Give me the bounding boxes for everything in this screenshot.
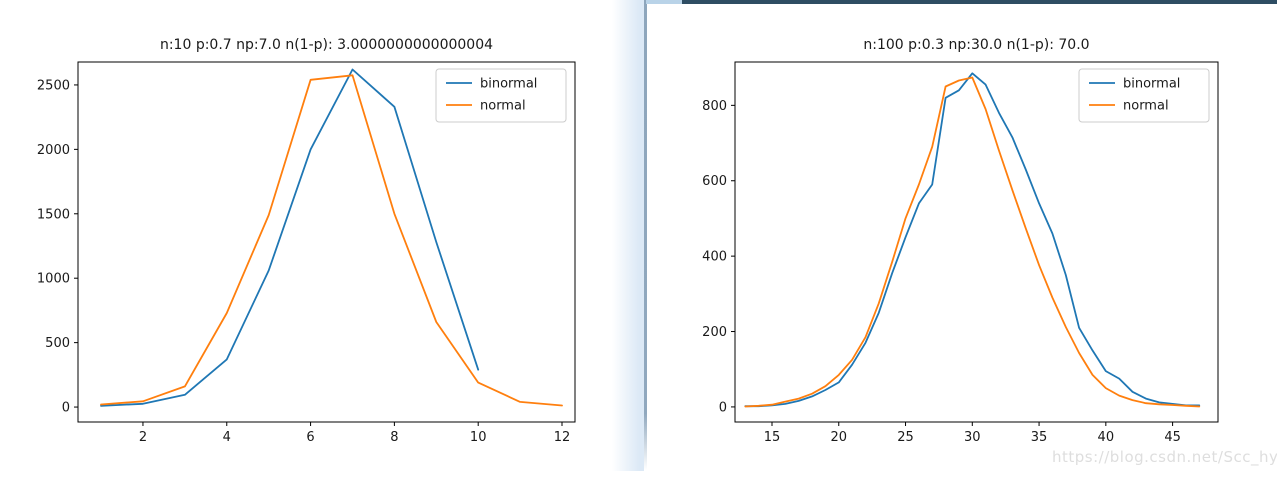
right-chart-title: n:100 p:0.3 np:30.0 n(1-p): 70.0 [863, 37, 1090, 53]
legend-label-binormal: binormal [480, 77, 537, 92]
x-tick-label: 30 [964, 430, 981, 445]
x-tick-label: 25 [897, 430, 914, 445]
top-border-strip-light [646, 0, 682, 4]
y-tick-label: 2500 [37, 78, 70, 93]
left-chart-canvas: 2 4 6 8 10 12 0 500 1000 1500 2000 2500 binormal norm… [37, 61, 576, 445]
x-tick-label: 20 [830, 430, 847, 445]
x-tick-label: 12 [554, 430, 571, 445]
y-tick-label: 0 [719, 400, 727, 415]
x-tick-label: 8 [390, 430, 398, 445]
plot-spines [77, 61, 576, 423]
x-tick-label: 35 [1031, 430, 1048, 445]
x-tick-label: 40 [1098, 430, 1115, 445]
y-tick-label: 0 [62, 401, 70, 416]
x-tick-label: 15 [764, 430, 781, 445]
y-tick-label: 1500 [37, 207, 70, 222]
legend-label-binormal: binormal [1123, 77, 1180, 92]
legend-label-normal: normal [480, 99, 526, 114]
y-tick-label: 200 [702, 325, 727, 340]
x-tick-label: 45 [1164, 430, 1181, 445]
y-tick-label: 1000 [37, 272, 70, 287]
series-line-binormal [100, 68, 480, 407]
y-tick-label: 2000 [37, 143, 70, 158]
series-line-binormal [744, 72, 1201, 408]
y-tick-label: 600 [702, 174, 727, 189]
watermark-text: https://blog.csdn.net/Scc_hy [1052, 448, 1277, 466]
window-divider [644, 0, 647, 470]
x-tick-label: 4 [223, 430, 231, 445]
y-tick-label: 500 [45, 336, 70, 351]
legend-label-normal: normal [1123, 99, 1169, 114]
x-tick-label: 2 [139, 430, 147, 445]
series-line-normal [100, 74, 563, 407]
series-line-normal [744, 76, 1201, 408]
top-border-strip-dark [682, 0, 1277, 4]
plot-spines [734, 61, 1219, 423]
left-chart-title: n:10 p:0.7 np:7.0 n(1-p): 3.000000000000… [159, 37, 494, 53]
x-tick-label: 6 [306, 430, 314, 445]
x-tick-label: 10 [470, 430, 487, 445]
right-chart-canvas: 15 20 25 30 35 40 45 0 200 400 600 800 binormal norma… [702, 61, 1219, 445]
window-divider-glow [612, 0, 644, 471]
y-tick-label: 400 [702, 250, 727, 265]
y-tick-label: 800 [702, 99, 727, 114]
